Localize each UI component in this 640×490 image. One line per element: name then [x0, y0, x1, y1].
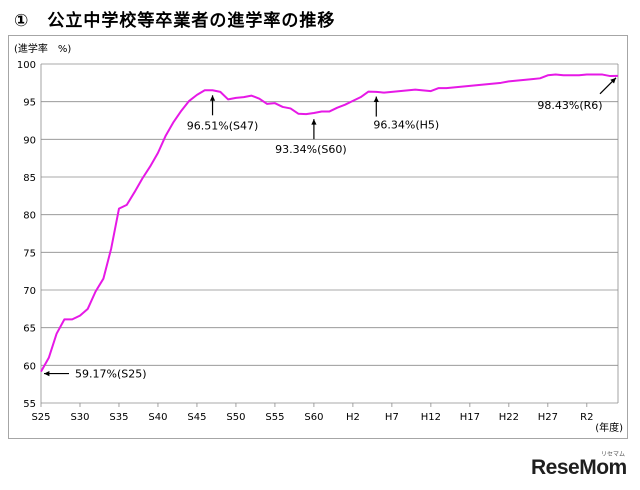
- x-tick-label: S50: [226, 412, 245, 423]
- x-tick-label: H27: [538, 412, 558, 423]
- annotation-label: 96.34%(H5): [373, 119, 439, 132]
- x-tick-label: H7: [385, 412, 399, 423]
- x-tick-label: S30: [70, 412, 89, 423]
- x-tick-label: H12: [421, 412, 441, 423]
- y-tick-label: 100: [17, 60, 36, 71]
- data-series-line: [40, 73, 619, 373]
- y-tick-label: 95: [23, 98, 36, 109]
- annotation-arrowhead: [311, 119, 317, 125]
- y-tick-label: 60: [23, 361, 36, 372]
- x-tick-label: S60: [304, 412, 323, 423]
- x-tick-label: S55: [265, 412, 284, 423]
- y-tick-label: 75: [23, 248, 36, 259]
- chart-frame: 55 60 65 70 75 80 85 90 95 100 S25 S30 S35 S40 S45 S50 S…: [8, 35, 628, 439]
- annotation-label: 96.51%(S47): [187, 119, 259, 132]
- annotation-label: 59.17%(S25): [75, 368, 147, 381]
- y-tick-label: 80: [23, 211, 36, 222]
- x-tick-label: S45: [187, 412, 206, 423]
- annotation-arrowhead: [373, 96, 379, 102]
- x-tick-label: H17: [460, 412, 480, 423]
- x-tick-label: R2: [580, 412, 593, 423]
- y-tick-label: 90: [23, 135, 36, 146]
- logo-ruby: リセマム: [601, 452, 626, 458]
- annotation-label: 98.43%(R6): [537, 99, 602, 112]
- y-tick-label: 55: [23, 399, 36, 410]
- resemom-logo: ReseMom リセマム: [531, 452, 627, 480]
- x-tick-label: S25: [31, 412, 50, 423]
- page-title: ① 公立中学校等卒業者の進学率の推移: [14, 11, 336, 31]
- y-axis-title: (進学率 %): [14, 42, 71, 55]
- x-tick-label: H2: [346, 412, 360, 423]
- x-tick-label: S40: [148, 412, 167, 423]
- annotation-arrowhead: [209, 95, 216, 101]
- annotation-arrowhead: [44, 370, 50, 377]
- annotation-arrowhead: [610, 77, 616, 84]
- y-tick-label: 70: [23, 286, 36, 297]
- y-tick-label: 85: [23, 173, 36, 184]
- x-tick-label: S35: [109, 412, 128, 423]
- logo-text: ReseMom: [531, 456, 627, 479]
- y-tick-label: 65: [23, 324, 36, 335]
- x-tick-label: H22: [499, 412, 519, 423]
- progression-rate-line-chart: 55 60 65 70 75 80 85 90 95 100 S25 S30 S35 S40 S45 S50 S…: [14, 42, 623, 434]
- annotation-label: 93.34%(S60): [275, 143, 347, 156]
- x-axis-title: (年度): [595, 421, 623, 434]
